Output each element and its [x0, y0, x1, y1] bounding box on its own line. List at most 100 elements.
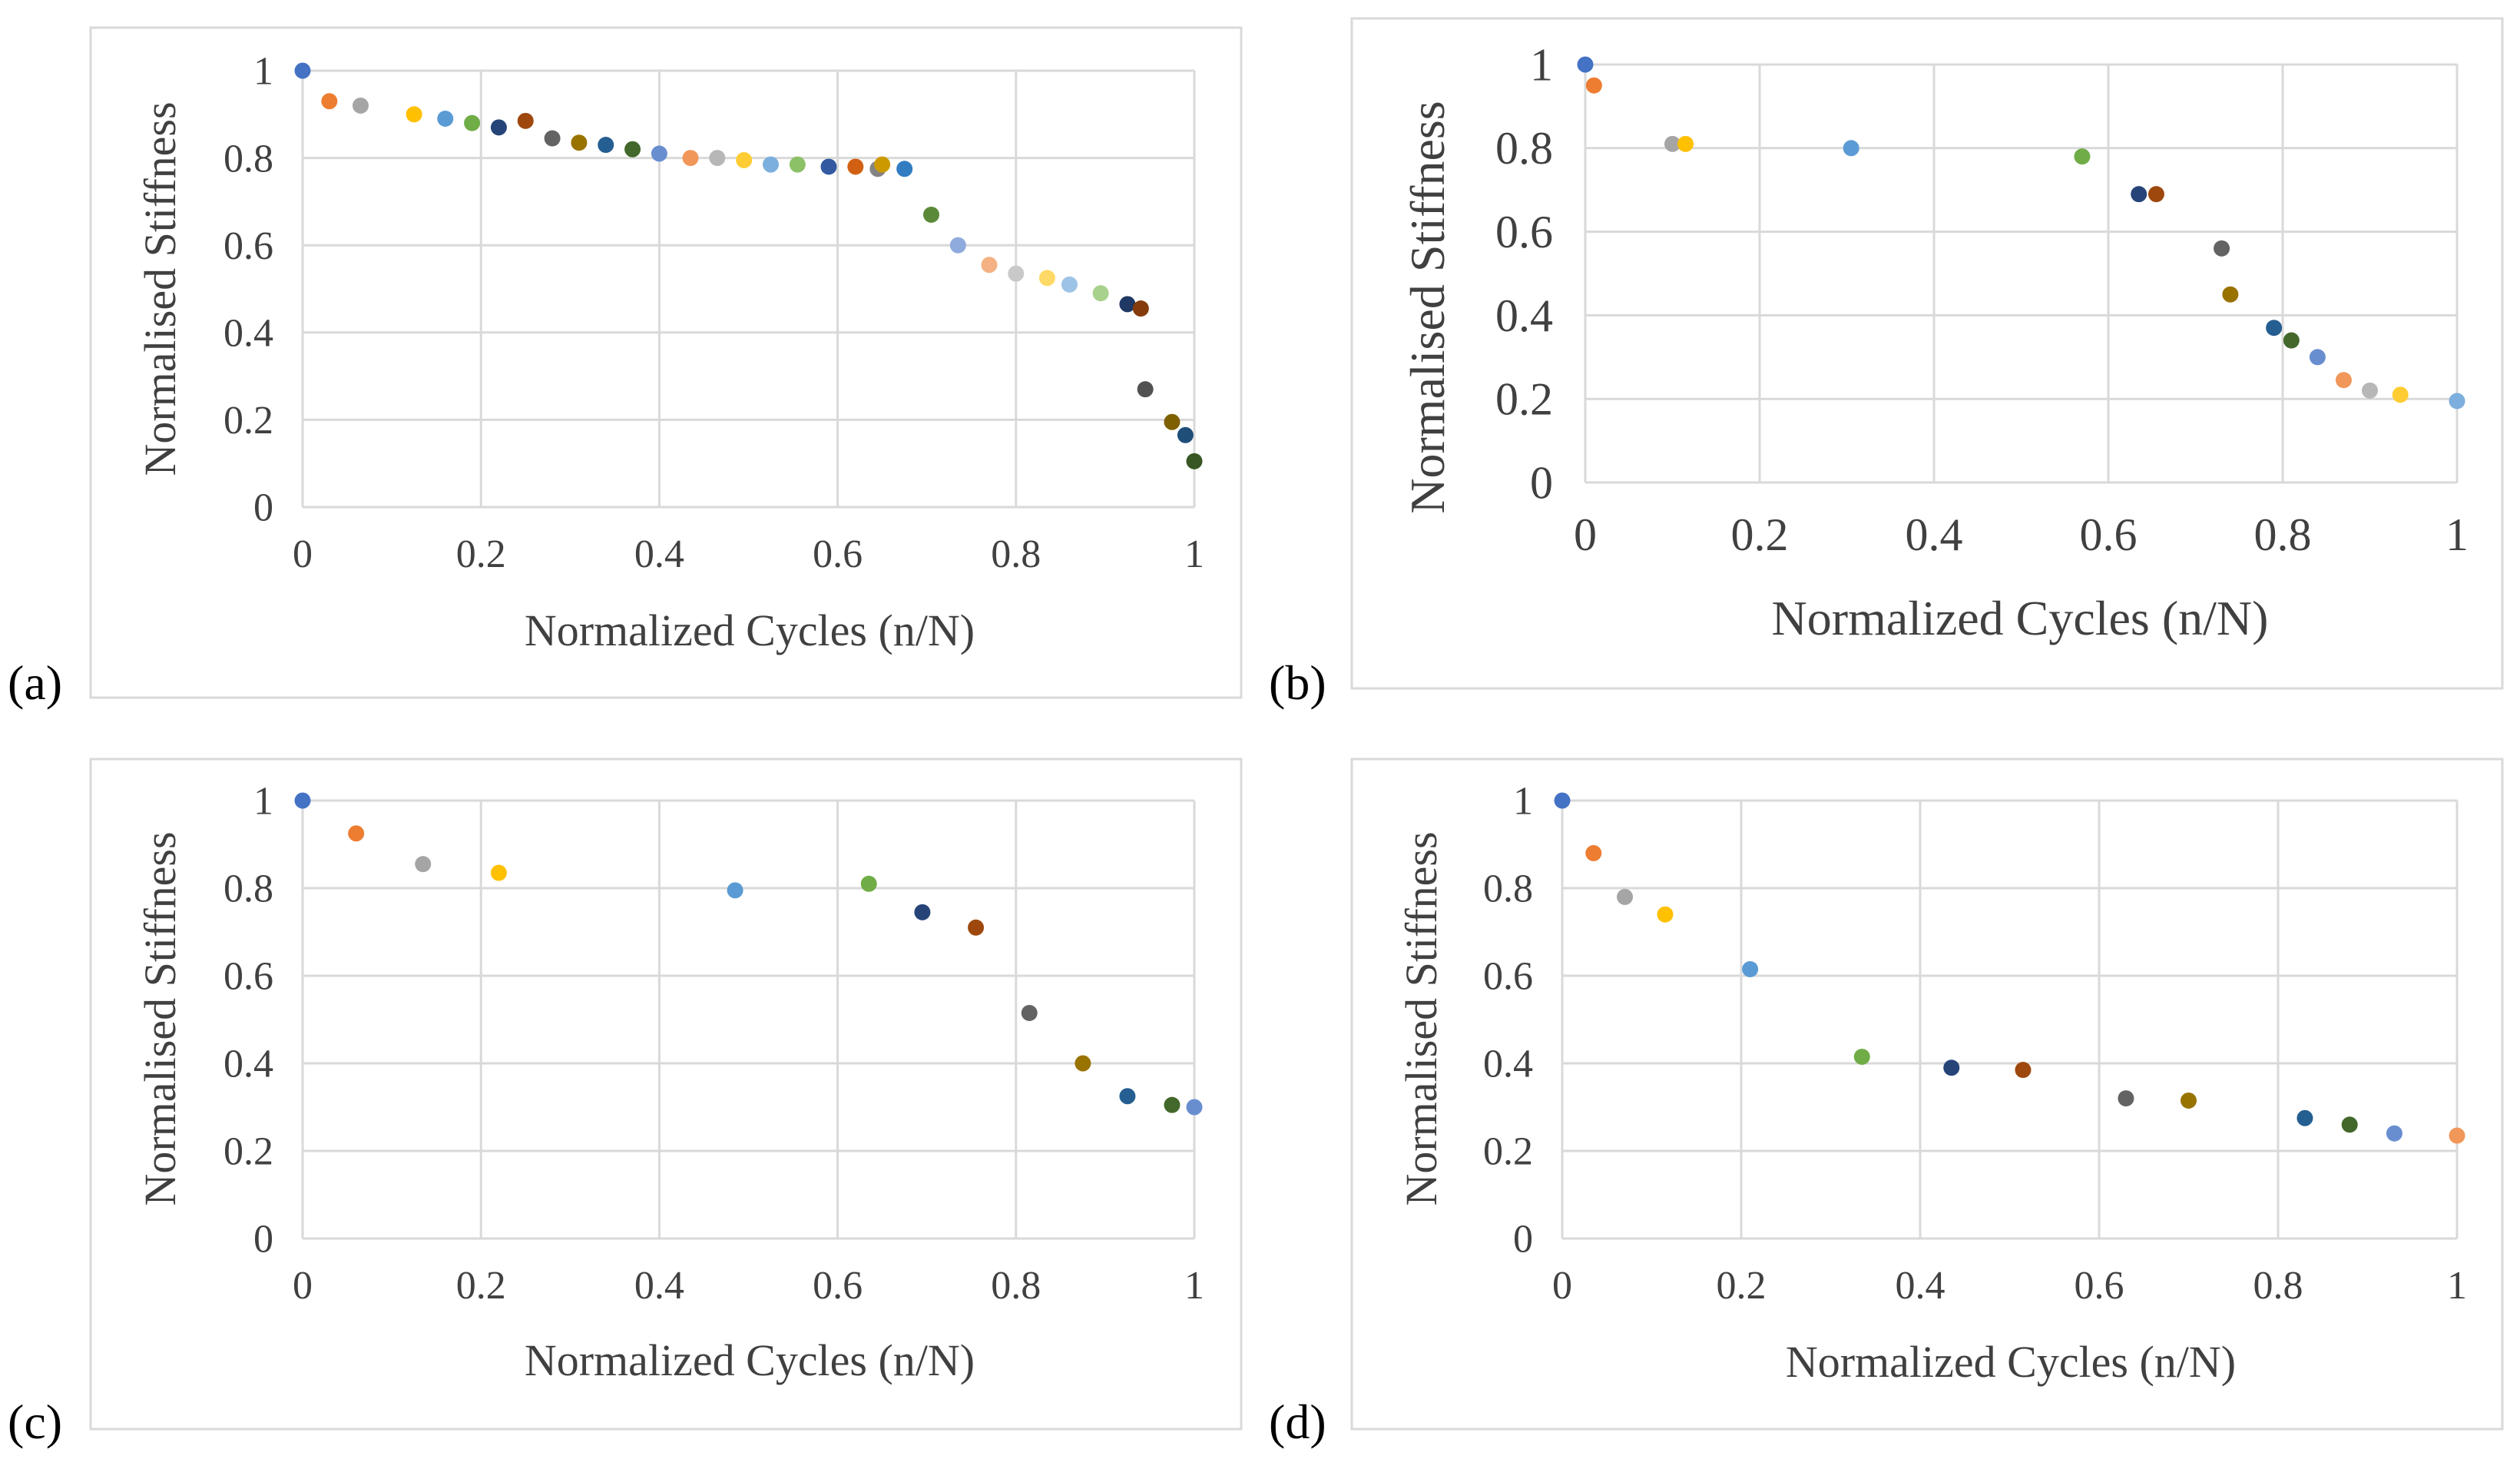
panel-a-data-point-23 [896, 161, 913, 177]
panel-a-data-point-25 [949, 237, 966, 254]
panel-b-y-tick-labels: 0 0.2 0.4 0.6 0.8 1 [1495, 39, 1553, 508]
panel-b-data-point-10 [2222, 286, 2239, 303]
panel-d-y-tick-label: 0.8 [1483, 867, 1533, 911]
panel-a-data-point-19 [820, 158, 837, 175]
panel-b-data-point-9 [2214, 240, 2230, 257]
panel-c-data-point-11 [1119, 1088, 1136, 1105]
panel-a-x-tick-label: 0.4 [634, 532, 684, 576]
panel-c-x-tick-label: 0 [293, 1264, 313, 1308]
panel-d-x-tick-label: 0.8 [2253, 1264, 2303, 1308]
panel-a-y-tick-labels: 0 0.2 0.4 0.6 0.8 1 [224, 50, 273, 530]
panel-c-data-point-10 [1075, 1055, 1091, 1072]
panel-b-data-point-14 [2335, 372, 2352, 389]
panel-b-x-tick-label: 1 [2445, 509, 2469, 560]
panel-d-data-point-1 [1554, 792, 1571, 809]
panel-c-data-point-13 [1186, 1099, 1203, 1116]
panel-a-data-point-12 [624, 141, 641, 158]
panel-a-data-point-36 [1186, 453, 1203, 469]
panel-b-x-axis-label: Normalized Cycles (n/N) [1772, 591, 2269, 645]
panel-c-data-point-4 [490, 864, 507, 881]
panel-b-y-tick-label: 0.4 [1495, 290, 1553, 341]
panel-d-data-point-7 [1943, 1059, 1960, 1076]
panel-d-frame [1350, 758, 2504, 1431]
panel-c-y-tick-label: 1 [253, 780, 273, 824]
panel-b-data-point-5 [1843, 140, 1859, 157]
panel-a-data-point-2 [321, 93, 338, 110]
panel-d: 0 0.2 0.4 0.6 0.8 1 0 0.2 0.4 0.6 0.8 1 Normalized… [1269, 758, 2504, 1449]
panel-a-y-tick-label: 0.2 [224, 399, 273, 443]
panel-b-data-point-16 [2392, 386, 2409, 403]
panel-b-gridlines [1584, 63, 2459, 484]
panel-c-x-tick-label: 0.8 [991, 1264, 1041, 1308]
panel-a-x-tick-label: 0.2 [456, 532, 506, 576]
panel-a: 0 0.2 0.4 0.6 0.8 1 0 0.2 0.4 0.6 0.8 1 Normalized… [8, 26, 1243, 710]
panel-c-data-point-7 [914, 904, 931, 920]
panel-c-data-point-12 [1164, 1096, 1181, 1113]
panel-a-data-point-35 [1177, 426, 1194, 443]
panel-b-y-tick-label: 1 [1530, 39, 1553, 90]
panel-a-y-tick-label: 0.8 [224, 137, 273, 181]
panel-a-data-point-29 [1061, 276, 1078, 293]
panel-c-y-axis-label: Normalised Stiffness [135, 831, 185, 1205]
panel-a-data-point-17 [763, 156, 780, 173]
panel-d-x-tick-label: 0 [1552, 1264, 1572, 1308]
panel-b-x-tick-label: 0.6 [2080, 509, 2138, 560]
panel-c-data-point-6 [860, 875, 877, 892]
panel-a-data-point-30 [1092, 285, 1109, 302]
panel-a-data-point-15 [709, 150, 726, 167]
panel-b-x-tick-labels: 0 0.2 0.4 0.6 0.8 1 [1574, 509, 2469, 560]
panel-c-y-tick-label: 0 [253, 1218, 273, 1262]
panel-a-data-point-32 [1132, 300, 1149, 317]
panel-d-data-point-2 [1585, 844, 1602, 861]
panel-b-x-tick-label: 0.2 [1731, 509, 1789, 560]
panel-d-data-point-5 [1742, 960, 1759, 977]
panel-a-data-point-22 [874, 156, 891, 173]
panel-d-data-point-3 [1617, 888, 1634, 905]
panel-b-x-tick-label: 0 [1574, 509, 1597, 560]
panel-c-data-point-5 [727, 882, 743, 899]
panel-c-data-point-2 [348, 825, 365, 842]
panel-a-points [294, 62, 1203, 469]
panel-a-data-point-10 [571, 134, 588, 151]
panel-b-data-point-17 [2449, 393, 2465, 410]
panel-b-data-point-3 [1664, 135, 1681, 152]
panel-a-x-tick-label: 1 [1184, 532, 1204, 576]
panel-d-data-point-14 [2449, 1127, 2465, 1144]
panel-b-data-point-1 [1577, 56, 1594, 73]
panel-a-y-tick-label: 0.6 [224, 224, 273, 268]
panel-d-data-point-12 [2341, 1116, 2358, 1133]
panel-a-data-point-27 [1008, 265, 1025, 282]
panel-d-data-point-4 [1657, 906, 1674, 923]
panel-b-data-point-11 [2266, 320, 2283, 337]
panel-a-data-point-7 [490, 119, 507, 136]
panel-a-data-point-31 [1119, 296, 1136, 313]
panel-c-x-tick-labels: 0 0.2 0.4 0.6 0.8 1 [293, 1264, 1204, 1308]
panel-a-y-tick-label: 0 [253, 486, 273, 530]
panel-b-y-tick-label: 0.2 [1495, 374, 1553, 425]
panel-d-label: (d) [1269, 1394, 1326, 1449]
panel-a-x-axis-label: Normalized Cycles (n/N) [525, 605, 975, 655]
panel-b: 0 0.2 0.4 0.6 0.8 1 0 0.2 0.4 0.6 0.8 1 Normalized… [1269, 17, 2504, 710]
panel-d-y-tick-labels: 0 0.2 0.4 0.6 0.8 1 [1483, 780, 1533, 1262]
panel-b-data-point-12 [2283, 332, 2300, 349]
panel-d-data-point-9 [2118, 1090, 2134, 1107]
panel-a-data-point-4 [406, 106, 422, 123]
panel-b-y-axis-label: Normalised Stiffness [1400, 101, 1455, 513]
panel-a-data-point-11 [598, 137, 614, 154]
panel-a-y-axis-label: Normalised Stiffness [135, 101, 185, 476]
panel-b-label: (b) [1269, 655, 1326, 710]
panel-b-data-point-8 [2147, 186, 2164, 203]
panel-d-points [1554, 792, 2465, 1144]
panel-c-x-tick-label: 0.6 [813, 1264, 863, 1308]
panel-c-x-tick-label: 1 [1184, 1264, 1204, 1308]
panel-a-frame [89, 26, 1243, 699]
panel-a-data-point-3 [352, 97, 369, 114]
panel-a-data-point-14 [682, 150, 699, 167]
panel-c-x-tick-label: 0.2 [456, 1264, 506, 1308]
panel-c-data-point-3 [415, 856, 432, 873]
panel-a-data-point-24 [923, 206, 940, 223]
panel-b-y-tick-label: 0.6 [1495, 207, 1553, 257]
panel-b-x-tick-label: 0.8 [2254, 509, 2312, 560]
panel-b-data-point-4 [1677, 135, 1694, 152]
panel-b-y-tick-label: 0 [1530, 457, 1553, 508]
